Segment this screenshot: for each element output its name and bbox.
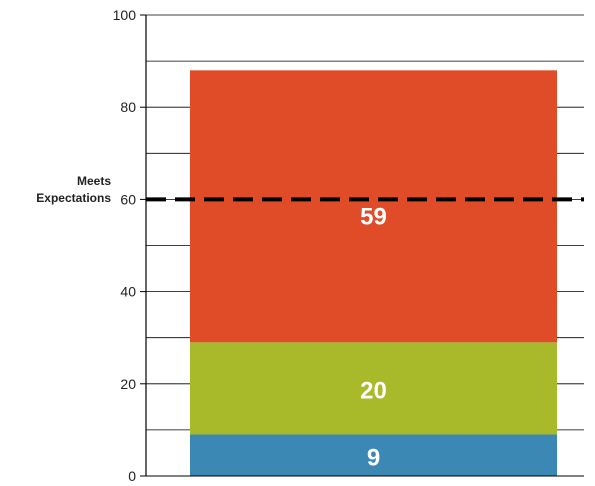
bar-segments — [190, 70, 557, 476]
data-label: 9 — [367, 444, 380, 471]
y-tick-label: 0 — [128, 468, 136, 481]
bar-segment-1 — [190, 342, 557, 435]
y-tick-label: 100 — [113, 7, 137, 23]
reference-label-line2: Expectations — [36, 191, 111, 205]
bar-segment-2 — [190, 70, 557, 343]
y-tick-label: 60 — [120, 191, 136, 207]
reference-line-label: Meets Expectations — [36, 174, 111, 205]
bar-segment-0 — [190, 434, 557, 476]
y-tick-label: 40 — [120, 284, 136, 300]
y-tick-label: 80 — [120, 99, 136, 115]
reference-label-line1: Meets — [77, 174, 111, 188]
y-axis: 0 20 40 60 80 100 — [113, 7, 584, 484]
data-labels: 9 20 59 — [360, 203, 387, 471]
y-tick-label: 20 — [120, 376, 136, 392]
data-label: 20 — [360, 377, 387, 404]
data-label: 59 — [360, 203, 387, 230]
